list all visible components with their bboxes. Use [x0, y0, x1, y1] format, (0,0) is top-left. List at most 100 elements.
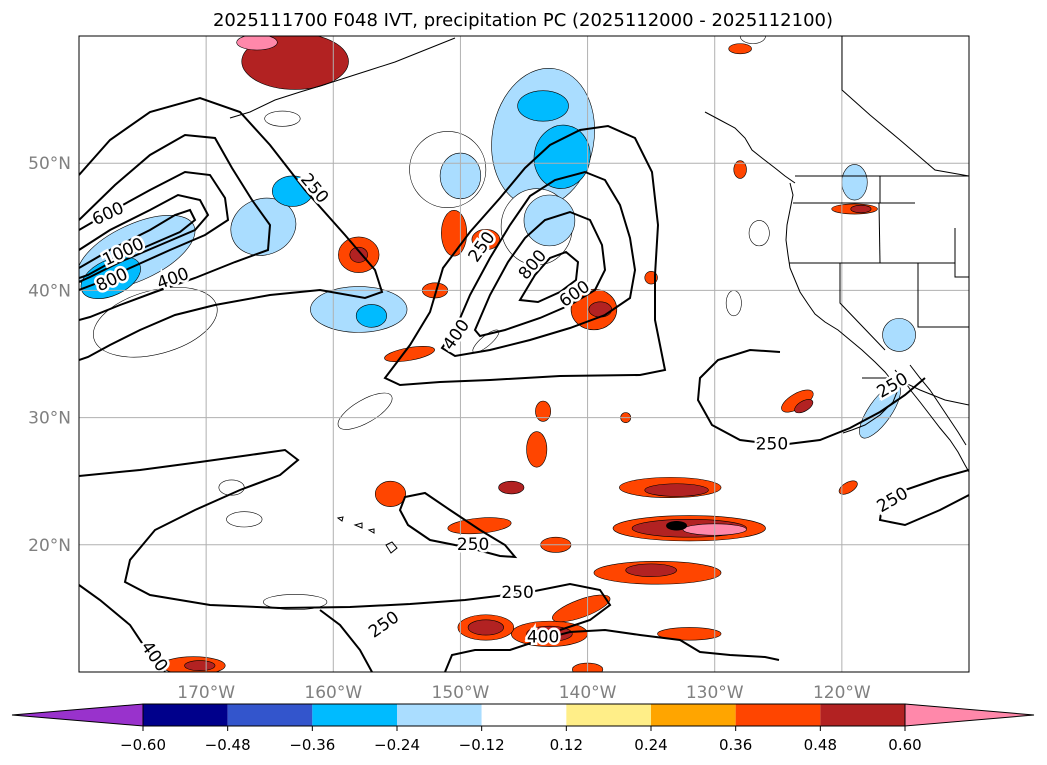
precip-anomaly-region	[236, 36, 278, 51]
state-border	[954, 228, 969, 278]
precip-anomaly-region	[467, 619, 504, 636]
colorbar-segment	[227, 704, 313, 726]
precip-anomaly-region	[794, 399, 814, 414]
contour-label: 250	[756, 434, 788, 454]
contour-label: 400	[527, 628, 559, 648]
ivt-contour-250	[878, 469, 969, 527]
baja-gulf-coastline	[894, 369, 969, 473]
longitude-tick-label: 140°W	[559, 683, 617, 703]
ivt-contour-600	[79, 170, 230, 291]
precip-anomaly-region	[725, 290, 742, 317]
colorbar-tick-label: −0.12	[459, 736, 505, 754]
alaska-coastline	[229, 37, 456, 119]
colorbar-tick-label: −0.36	[289, 736, 335, 754]
ivt-contour-250	[79, 96, 384, 361]
colorbar-segment	[397, 704, 482, 726]
graticule	[79, 36, 969, 672]
precip-anomaly-region	[733, 160, 747, 179]
precip-anomaly-region	[447, 517, 512, 535]
precip-anomaly-region	[441, 209, 468, 257]
colorbar-segment	[566, 704, 651, 726]
colorbar-tick-label: −0.60	[120, 736, 166, 754]
ivt-contour-250	[696, 348, 926, 447]
contour-label: 250	[501, 583, 533, 603]
colorbar-tick-label: −0.48	[205, 736, 251, 754]
colorbar-segment	[651, 704, 736, 726]
colorbar-tick-label: 0.60	[888, 736, 921, 754]
precip-anomaly-region	[226, 511, 263, 528]
precip-anomaly-region	[838, 480, 858, 495]
precip-anomaly-region	[517, 90, 569, 122]
ivt-contour-1000	[79, 208, 197, 279]
hawaii-island	[385, 541, 398, 554]
map-title: 2025111700 F048 IVT, precipitation PC (2…	[213, 10, 833, 31]
ivt-contour-400	[79, 133, 272, 321]
colorbar-tick-label: 0.48	[804, 736, 837, 754]
precip-anomaly-region	[263, 594, 328, 610]
hawaii-island	[353, 522, 363, 529]
mexico-mainland-coastline	[909, 364, 967, 446]
precip-anomaly-region	[271, 175, 314, 207]
contour-label: 250	[457, 535, 489, 555]
colorbar-segment	[735, 704, 821, 726]
precip-anomaly-region	[498, 480, 525, 495]
state-border	[917, 263, 969, 328]
colorbar-segment	[312, 704, 397, 726]
ivt-contour-400	[444, 628, 780, 672]
precip-anomaly-region	[644, 483, 709, 497]
colorbar-over-extension	[904, 703, 1035, 727]
precip-anomaly-region	[850, 204, 872, 214]
canada-border	[841, 36, 969, 177]
precip-anomaly-region	[230, 197, 297, 256]
ivt-contour-250	[398, 491, 518, 559]
longitude-tick-label: 160°W	[304, 683, 362, 703]
axis-tick-labels: 170°W 160°W 150°W 140°W 130°W 120°W 50°N 40°N 30…	[28, 154, 871, 703]
precip-anomaly-region	[666, 520, 688, 531]
colorbar: −0.60 −0.48 −0.36 −0.24 −0.12 0.12 0.24 0.36 0.4…	[11, 703, 1035, 754]
precip-anomaly-region	[728, 43, 752, 55]
precip-anomaly-region	[739, 36, 766, 44]
precip-anomaly-region	[535, 400, 551, 422]
state-border	[879, 176, 915, 204]
ivt-contour-250	[79, 448, 612, 631]
ivt-contour-600	[473, 210, 607, 338]
precip-anomaly-region	[355, 304, 387, 328]
precip-anomaly-region	[625, 563, 677, 577]
precip-anomaly-region	[264, 110, 301, 127]
colorbar-segment	[820, 704, 905, 726]
colorbar-tick-label: 0.36	[719, 736, 752, 754]
colorbar-tick-label: 0.12	[550, 736, 583, 754]
precip-anomaly-region	[533, 124, 591, 189]
state-border	[878, 202, 881, 264]
precip-anomaly-region	[184, 660, 216, 672]
precip-anomaly-region	[841, 164, 868, 201]
latitude-tick-label: 30°N	[28, 409, 71, 429]
map-frame	[78, 35, 970, 673]
hawaii-island	[367, 528, 375, 534]
ivt-contour-250	[383, 124, 667, 387]
precip-anomaly-region	[374, 480, 407, 507]
ivt-contour-800	[518, 250, 580, 304]
colorbar-outline	[142, 703, 906, 727]
ivt-contour-250	[319, 609, 373, 672]
precip-anomaly-region	[93, 287, 218, 358]
mexico-border	[862, 377, 969, 406]
precip-anomaly-region	[552, 594, 611, 623]
colorbar-tick-label: 0.24	[634, 736, 667, 754]
longitude-tick-label: 130°W	[686, 683, 744, 703]
colorbar-segment	[143, 704, 228, 726]
precip-anomaly-region	[588, 301, 613, 318]
precip-anomaly-region	[657, 627, 722, 641]
ivt-contour-400	[440, 170, 637, 358]
latitude-tick-label: 50°N	[28, 154, 71, 174]
precip-anomaly-region	[526, 431, 548, 468]
precip-anomaly-region	[882, 318, 916, 352]
precip-anomaly-region	[241, 36, 349, 90]
precip-anomaly-region	[748, 220, 770, 247]
latitude-tick-label: 40°N	[28, 281, 71, 301]
longitude-tick-label: 150°W	[432, 683, 490, 703]
precip-anomaly-region	[523, 194, 576, 247]
longitude-tick-label: 120°W	[813, 683, 871, 703]
